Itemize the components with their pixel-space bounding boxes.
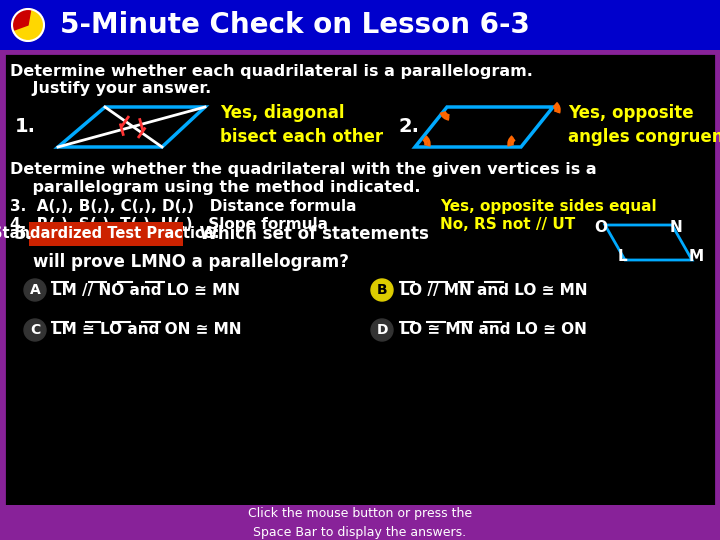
Circle shape — [12, 9, 44, 41]
Text: parallelogram using the method indicated.: parallelogram using the method indicated… — [10, 180, 420, 195]
Wedge shape — [12, 9, 31, 30]
Text: D: D — [377, 323, 388, 337]
Text: O: O — [595, 220, 608, 235]
Text: Yes, diagonal
bisect each other: Yes, diagonal bisect each other — [220, 104, 383, 146]
Circle shape — [371, 279, 393, 301]
Text: 3.  A(,), B(,), C(,), D(,)   Distance formula: 3. A(,), B(,), C(,), D(,) Distance formu… — [10, 199, 356, 214]
Circle shape — [371, 319, 393, 341]
Text: Determine whether each quadrilateral is a parallelogram.: Determine whether each quadrilateral is … — [10, 64, 533, 79]
Text: will prove LMNO a parallelogram?: will prove LMNO a parallelogram? — [10, 253, 349, 271]
Text: 4.  R(,), S(,), T(,), U(,)   Slope formula: 4. R(,), S(,), T(,), U(,) Slope formula — [10, 217, 328, 232]
Text: Determine whether the quadrilateral with the given vertices is a: Determine whether the quadrilateral with… — [10, 162, 597, 177]
Text: A: A — [30, 283, 40, 297]
Text: LM ≅ LO and ON ≅ MN: LM ≅ LO and ON ≅ MN — [52, 322, 241, 338]
Text: Yes, opposite
angles congruent: Yes, opposite angles congruent — [568, 104, 720, 146]
Text: B: B — [377, 283, 387, 297]
Text: M: M — [688, 249, 703, 264]
Text: Standardized Test Practice:: Standardized Test Practice: — [0, 226, 220, 241]
Text: Justify your answer.: Justify your answer. — [10, 81, 211, 96]
FancyBboxPatch shape — [29, 222, 183, 246]
Text: L: L — [617, 249, 627, 264]
Circle shape — [24, 279, 46, 301]
Circle shape — [24, 319, 46, 341]
FancyBboxPatch shape — [0, 505, 720, 540]
FancyBboxPatch shape — [0, 0, 720, 50]
Text: N: N — [670, 220, 683, 235]
Text: C: C — [30, 323, 40, 337]
Text: 1.: 1. — [15, 118, 36, 137]
Text: Yes, opposite sides equal: Yes, opposite sides equal — [440, 199, 657, 214]
FancyBboxPatch shape — [4, 53, 716, 508]
Text: Which set of statements: Which set of statements — [188, 225, 429, 243]
Text: 5.: 5. — [14, 225, 33, 243]
Text: LM // NO and LO ≅ MN: LM // NO and LO ≅ MN — [52, 282, 240, 298]
Text: 2.: 2. — [398, 118, 419, 137]
Text: LO // MN and LO ≅ MN: LO // MN and LO ≅ MN — [400, 282, 588, 298]
Text: Click the mouse button or press the
Space Bar to display the answers.: Click the mouse button or press the Spac… — [248, 507, 472, 539]
Text: LO ≅ MN and LO ≅ ON: LO ≅ MN and LO ≅ ON — [400, 322, 587, 338]
Text: No, RS not // UT: No, RS not // UT — [440, 217, 575, 232]
Text: 5-Minute Check on Lesson 6-3: 5-Minute Check on Lesson 6-3 — [60, 11, 530, 39]
